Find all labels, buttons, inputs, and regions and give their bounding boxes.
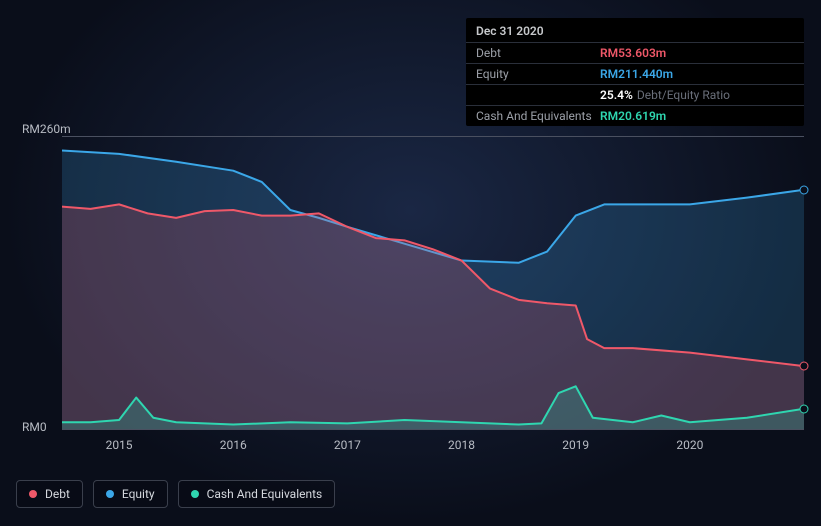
tooltip-row-ratio: 25.4% Debt/Equity Ratio (466, 85, 804, 106)
y-axis-min: RM0 (22, 420, 47, 434)
legend-item-cash[interactable]: Cash And Equivalents (178, 480, 336, 508)
plot-area[interactable] (62, 136, 804, 430)
legend-label: Cash And Equivalents (207, 487, 323, 501)
dot-icon (191, 490, 199, 498)
chart: RM260m RM0 2015 2016 2017 2018 2019 2020 (16, 122, 806, 476)
y-axis-max: RM260m (22, 122, 71, 136)
x-tick: 2015 (106, 438, 133, 452)
series-end-dot (800, 404, 809, 413)
tooltip-row-cash: Cash And Equivalents RM20.619m (466, 106, 804, 126)
x-tick: 2018 (448, 438, 475, 452)
x-tick: 2016 (220, 438, 247, 452)
tooltip-value: RM53.603m (600, 46, 666, 60)
series-end-dot (800, 362, 809, 371)
legend-label: Equity (122, 487, 155, 501)
ratio-sub: Debt/Equity Ratio (637, 88, 730, 102)
series-end-dot (800, 185, 809, 194)
tooltip-label: Cash And Equivalents (476, 109, 600, 123)
dot-icon (29, 490, 37, 498)
x-tick: 2017 (334, 438, 361, 452)
series-svg (62, 137, 804, 429)
legend: Debt Equity Cash And Equivalents (16, 480, 335, 508)
tooltip-date: Dec 31 2020 (466, 18, 804, 43)
dot-icon (106, 490, 114, 498)
x-tick: 2019 (562, 438, 589, 452)
tooltip-row-equity: Equity RM211.440m (466, 64, 804, 85)
tooltip-value: RM20.619m (600, 109, 666, 123)
x-tick: 2020 (676, 438, 703, 452)
legend-item-debt[interactable]: Debt (16, 480, 83, 508)
tooltip-label: Equity (476, 67, 600, 81)
legend-label: Debt (45, 487, 70, 501)
tooltip-row-debt: Debt RM53.603m (466, 43, 804, 64)
tooltip-value: RM211.440m (600, 67, 673, 81)
tooltip-value: 25.4% Debt/Equity Ratio (600, 88, 730, 102)
x-axis: 2015 2016 2017 2018 2019 2020 (62, 438, 804, 458)
ratio-pct: 25.4% (600, 88, 633, 102)
tooltip-label (476, 88, 600, 102)
tooltip-label: Debt (476, 46, 600, 60)
legend-item-equity[interactable]: Equity (93, 480, 168, 508)
chart-tooltip: Dec 31 2020 Debt RM53.603m Equity RM211.… (466, 18, 804, 126)
